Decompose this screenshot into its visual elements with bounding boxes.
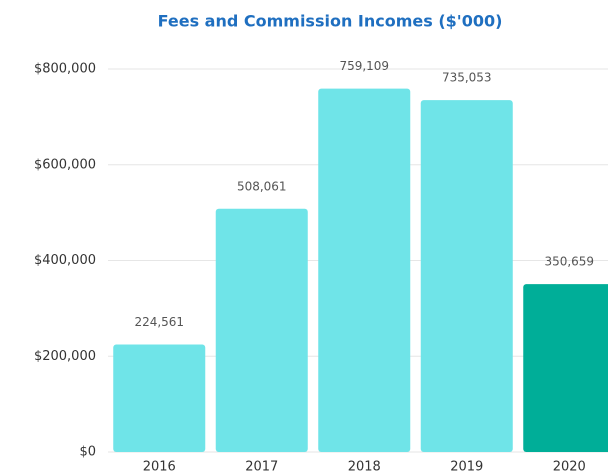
y-tick-label: $200,000 bbox=[34, 349, 96, 364]
bar bbox=[420, 100, 513, 452]
x-tick-label: 2018 bbox=[348, 460, 381, 475]
value-label: 508,061 bbox=[237, 179, 287, 193]
y-tick-label: $0 bbox=[79, 445, 96, 460]
value-label: 759,109 bbox=[339, 59, 389, 73]
value-label: 224,561 bbox=[134, 315, 184, 329]
chart-title: Fees and Commission Incomes ($'000) bbox=[158, 12, 503, 31]
bar bbox=[113, 344, 206, 452]
bar bbox=[523, 284, 608, 452]
x-tick-label: 2017 bbox=[245, 460, 278, 475]
value-label: 350,659 bbox=[544, 255, 594, 269]
y-tick-label: $800,000 bbox=[34, 62, 96, 77]
y-tick-label: $400,000 bbox=[34, 253, 96, 268]
x-tick-label: 2016 bbox=[143, 460, 176, 475]
x-tick-label: 2019 bbox=[450, 460, 483, 475]
value-label: 735,053 bbox=[442, 71, 492, 85]
bar bbox=[318, 88, 411, 452]
bar bbox=[215, 208, 308, 452]
y-tick-label: $600,000 bbox=[34, 157, 96, 172]
x-tick-label: 2020 bbox=[553, 460, 586, 475]
